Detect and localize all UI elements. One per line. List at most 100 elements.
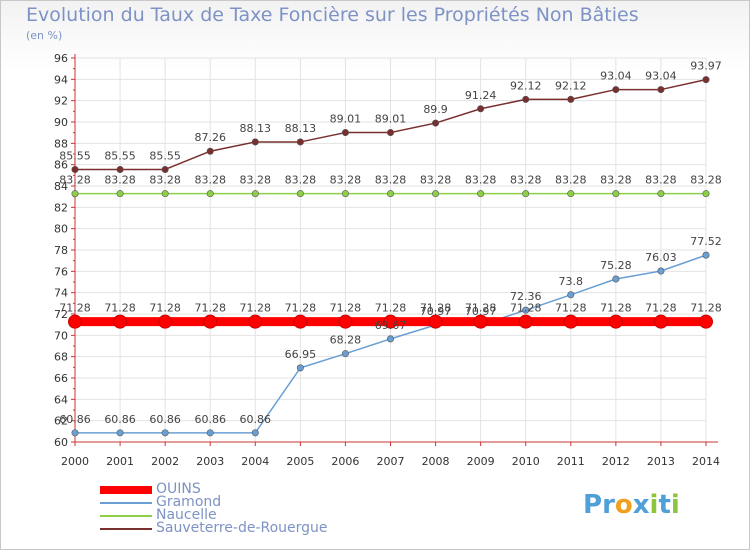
- logo-letter: i: [670, 490, 680, 520]
- data-label: 93.97: [690, 60, 722, 73]
- data-label: 71.28: [510, 302, 542, 315]
- y-tick-label: 90: [54, 116, 68, 129]
- x-tick-label: 2002: [151, 455, 179, 468]
- data-label: 83.28: [240, 174, 272, 187]
- legend-swatch: [100, 515, 152, 517]
- data-point: [68, 314, 82, 329]
- data-point: [251, 138, 259, 146]
- legend-label: Gramond: [156, 494, 222, 510]
- data-point: [432, 119, 440, 127]
- data-label: 83.28: [375, 174, 407, 187]
- data-point: [653, 314, 668, 329]
- logo-letter: x: [632, 490, 650, 520]
- data-point: [522, 95, 530, 103]
- legend-swatch: [100, 486, 152, 494]
- data-label: 83.28: [330, 174, 362, 187]
- data-point: [248, 314, 263, 329]
- data-label: 89.01: [330, 113, 362, 126]
- legend-label: OUINS: [156, 481, 201, 497]
- data-point: [206, 147, 214, 155]
- data-label: 83.28: [645, 174, 677, 187]
- data-point: [477, 190, 485, 198]
- data-label: 71.28: [690, 302, 722, 315]
- data-point: [116, 190, 124, 198]
- data-label: 60.86: [59, 413, 91, 426]
- data-point: [702, 76, 710, 84]
- data-point: [296, 138, 304, 146]
- data-point: [432, 190, 440, 198]
- data-label: 72.36: [510, 290, 542, 303]
- y-tick-label: 96: [54, 52, 68, 65]
- data-label: 71.28: [59, 302, 91, 315]
- x-tick-label: 2000: [61, 455, 89, 468]
- y-tick-label: 66: [54, 372, 68, 385]
- x-tick-label: 2001: [106, 455, 134, 468]
- data-label: 70.97: [465, 305, 497, 318]
- data-label: 68.28: [330, 334, 362, 347]
- y-tick-label: 84: [54, 180, 68, 193]
- data-label: 91.24: [465, 89, 497, 102]
- data-point: [296, 364, 304, 372]
- data-label: 71.28: [645, 302, 677, 315]
- y-tick-label: 62: [54, 415, 68, 428]
- data-label: 83.28: [285, 174, 317, 187]
- data-point: [161, 190, 169, 198]
- data-point: [522, 306, 530, 314]
- y-tick-label: 64: [54, 393, 68, 406]
- data-point: [612, 86, 620, 94]
- data-point: [116, 429, 124, 437]
- y-tick-label: 94: [54, 73, 68, 86]
- legend-label: Naucelle: [156, 507, 217, 523]
- data-label: 70.97: [420, 305, 452, 318]
- chart-title: Evolution du Taux de Taxe Foncière sur l…: [26, 4, 639, 26]
- y-tick-label: 60: [54, 436, 68, 449]
- data-label: 60.86: [194, 413, 226, 426]
- data-point: [71, 165, 79, 173]
- data-label: 92.12: [510, 79, 542, 92]
- data-label: 66.95: [285, 348, 317, 361]
- data-label: 85.55: [59, 149, 91, 162]
- data-point: [386, 190, 394, 198]
- gridlines: [74, 57, 707, 443]
- logo-letter: o: [614, 490, 633, 520]
- data-point: [518, 314, 533, 329]
- data-point: [612, 275, 620, 283]
- data-point: [563, 314, 578, 329]
- data-point: [296, 190, 304, 198]
- x-tick-label: 2013: [647, 455, 675, 468]
- data-label: 73.8: [559, 275, 584, 288]
- data-label: 83.28: [600, 174, 632, 187]
- legend-swatch: [100, 502, 152, 504]
- data-point: [383, 314, 398, 329]
- legend-label: Sauveterre-de-Rouergue: [156, 520, 328, 536]
- data-point: [612, 190, 620, 198]
- x-tick-label: 2006: [331, 455, 359, 468]
- data-point: [161, 165, 169, 173]
- x-axis-ticks: 2000 2001 2002 2003 2004 2005 2006 2007 2008 2009…: [61, 442, 720, 468]
- y-tick-label: 88: [54, 137, 68, 150]
- data-point: [386, 335, 394, 343]
- data-label: 88.13: [240, 122, 272, 135]
- data-label: 83.28: [149, 174, 181, 187]
- data-point: [567, 190, 575, 198]
- data-label: 71.28: [465, 302, 497, 315]
- data-point: [338, 314, 353, 329]
- data-label: 83.28: [690, 174, 722, 187]
- y-tick-label: 80: [54, 223, 68, 236]
- data-label: 75.28: [600, 259, 632, 272]
- data-label: 85.55: [149, 149, 181, 162]
- y-tick-label: 68: [54, 351, 68, 364]
- x-tick-label: 2010: [512, 455, 540, 468]
- data-point: [71, 190, 79, 198]
- data-point: [206, 190, 214, 198]
- data-point: [341, 190, 349, 198]
- data-label: 71.28: [375, 302, 407, 315]
- data-point: [477, 105, 485, 113]
- data-point: [522, 190, 530, 198]
- data-label: 71.28: [555, 302, 587, 315]
- data-label: 83.28: [555, 174, 587, 187]
- logo-letter: P: [583, 490, 603, 520]
- x-tick-label: 2008: [422, 455, 450, 468]
- data-label: 71.28: [285, 302, 317, 315]
